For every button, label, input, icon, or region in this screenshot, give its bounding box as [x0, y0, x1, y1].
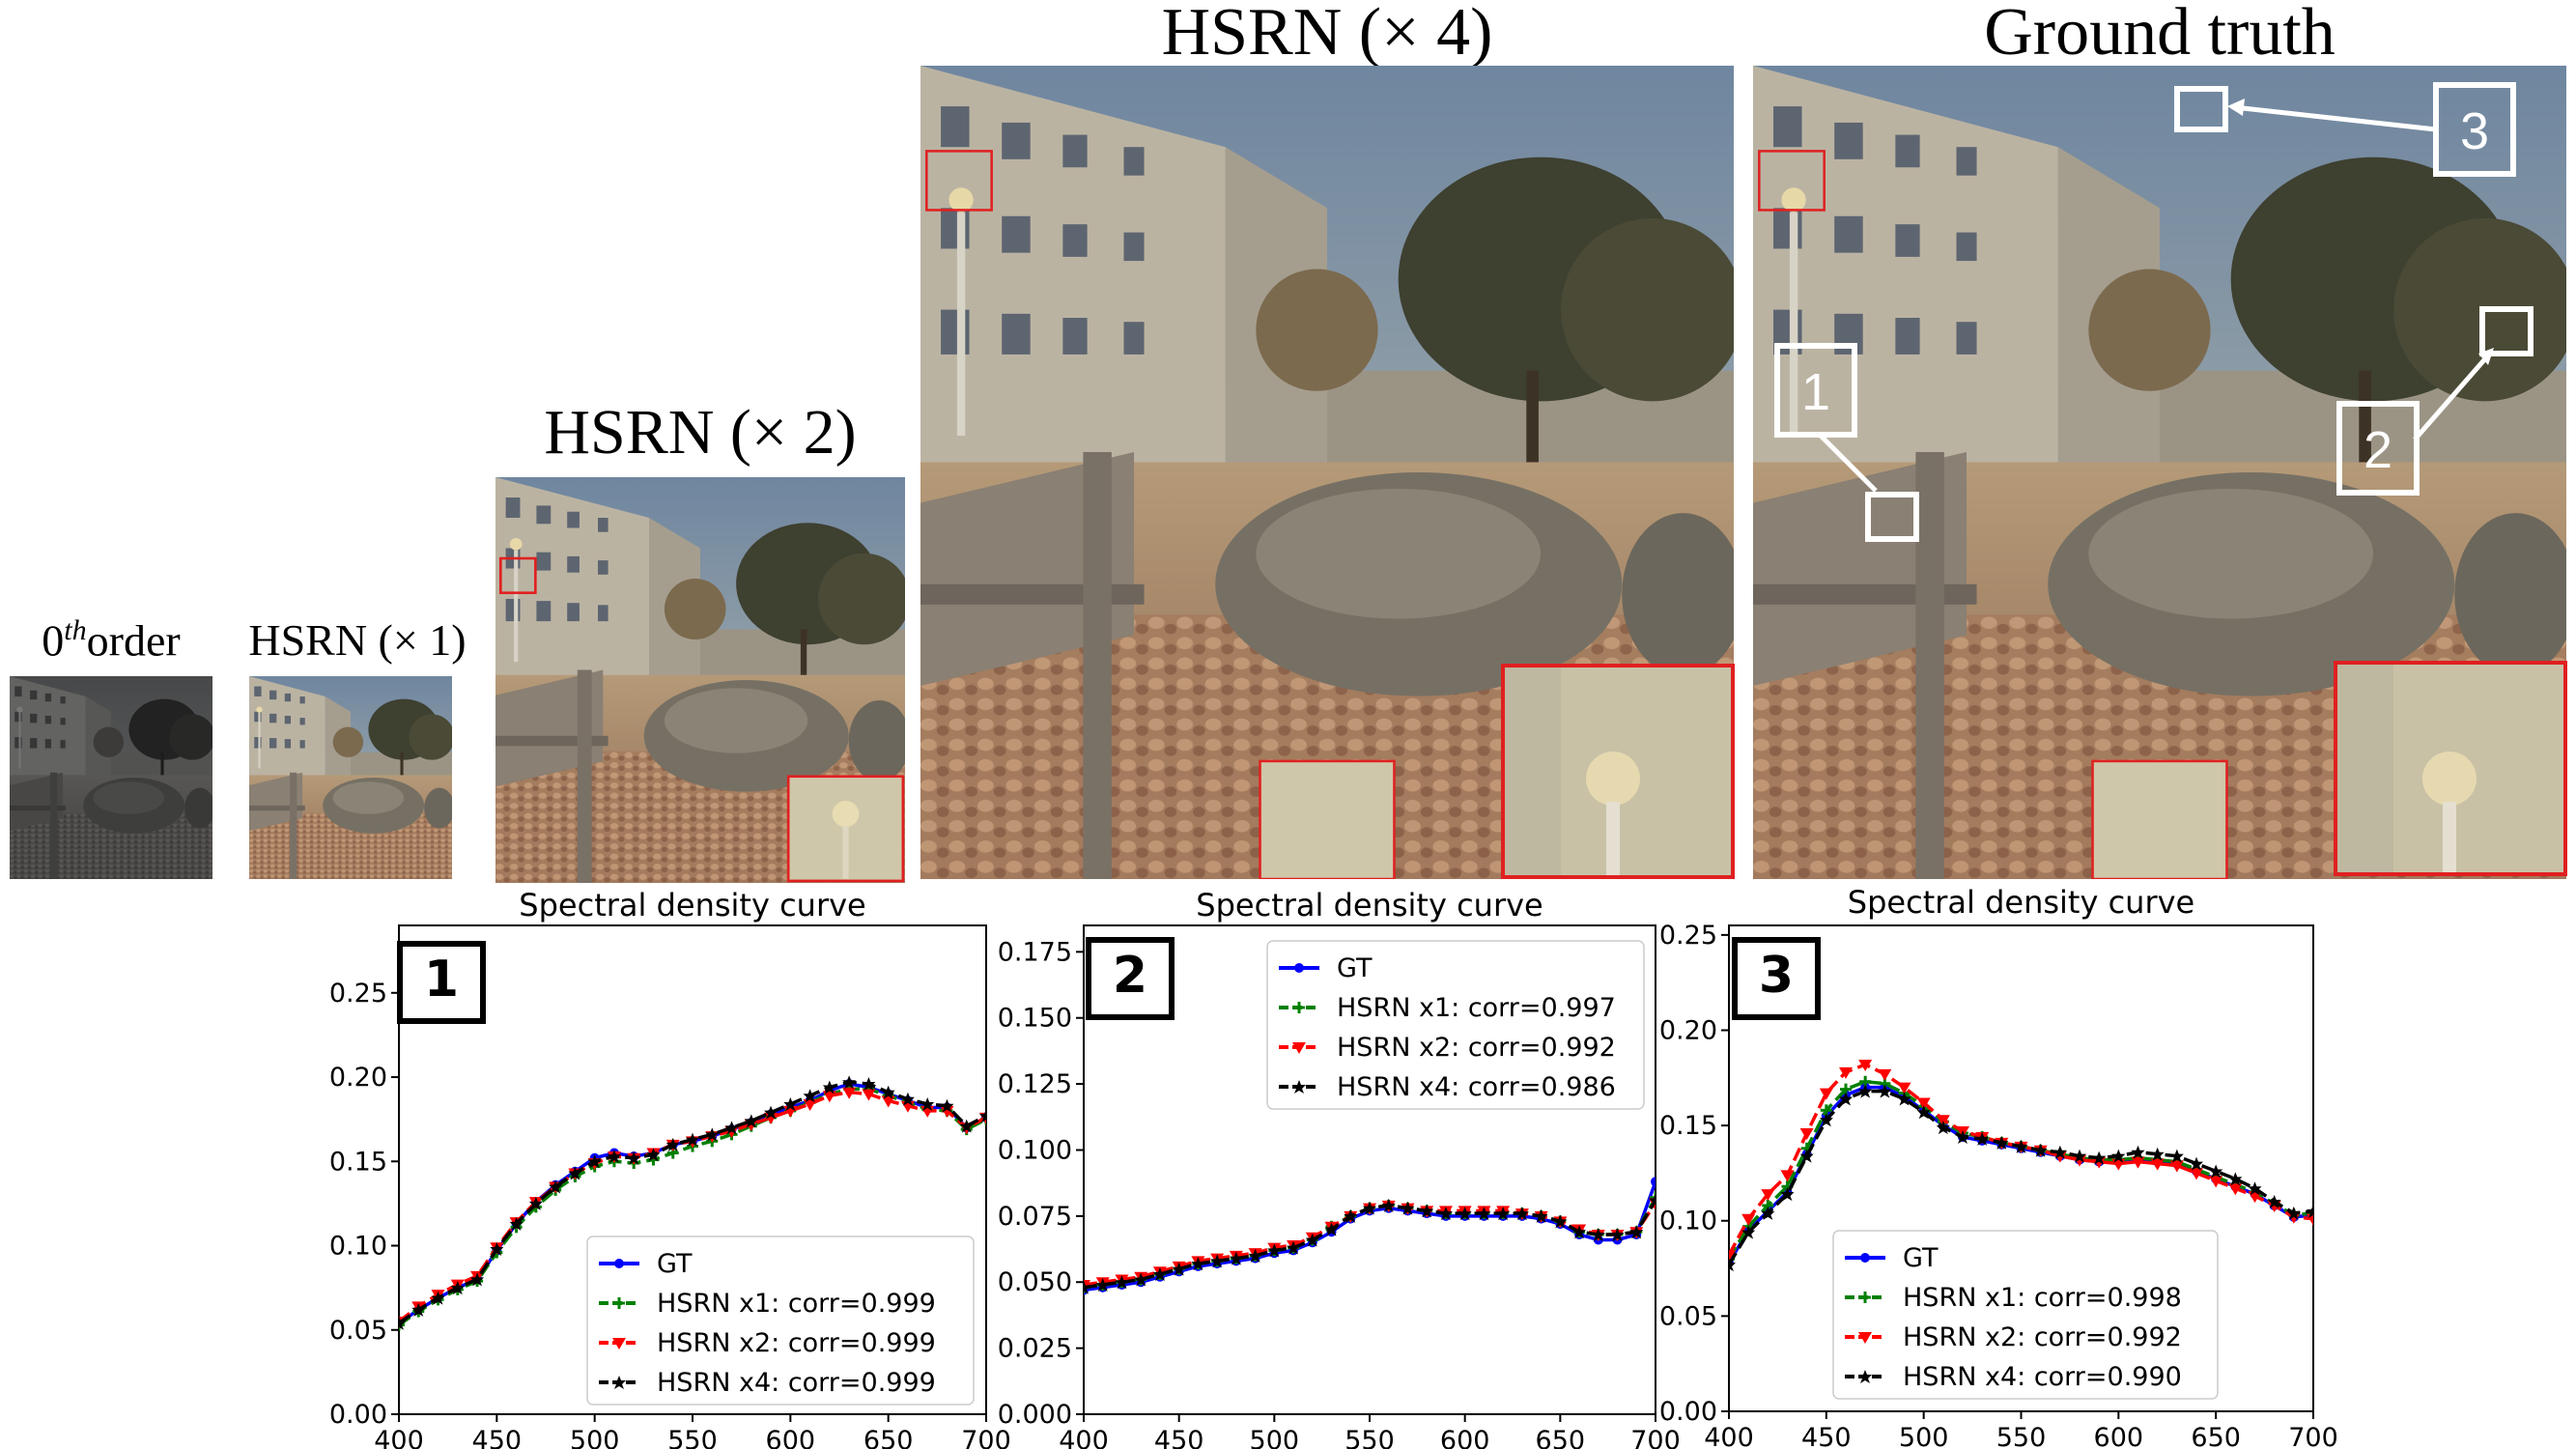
title-sub: order: [86, 615, 181, 666]
title-main: 0: [42, 615, 65, 666]
chart-3-title: Spectral density curve: [1847, 884, 2195, 921]
photo-hsrn-x2: [495, 477, 905, 883]
chart-1-title: Spectral density curve: [519, 887, 866, 923]
zoom-region-box: [498, 556, 537, 595]
panel-title-zeroth-order: 0thorder: [10, 614, 212, 666]
panel-title-hsrn-x4: HSRN (× 4): [1161, 0, 1493, 70]
chart-3-badge: 3: [1732, 937, 1821, 1020]
scene-image: [495, 477, 905, 883]
zoom-region-box: [925, 150, 993, 212]
callout-1: 1: [1774, 343, 1919, 542]
zoom-inset-ground-truth: [2334, 661, 2567, 876]
chart-2-badge: 2: [1086, 937, 1175, 1020]
callout-3-label: 3: [2460, 102, 2489, 160]
chart-1-badge: 1: [397, 941, 486, 1024]
callout-3: 3: [2174, 82, 2516, 177]
panel-title-hsrn-x2: HSRN (× 2): [544, 397, 857, 468]
panel-title-hsrn-x1: HSRN (× 1): [248, 615, 467, 665]
chart-2-title: Spectral density curve: [1196, 887, 1543, 923]
callout-2-label: 2: [2364, 421, 2392, 479]
title-sup: th: [64, 614, 87, 646]
zoom-region-box: [1758, 150, 1826, 212]
callout-2: 2: [2336, 306, 2534, 496]
photo-hsrn-x4: [920, 66, 1734, 879]
zoom-inset: [1259, 759, 1396, 879]
zoom-inset: [2091, 759, 2228, 879]
scene-image: [920, 66, 1734, 879]
panel-title-ground-truth: Ground truth: [1984, 0, 2335, 70]
zoom-inset-hsrn-x4: [1501, 664, 1735, 879]
photo-ground-truth: [1753, 66, 2566, 879]
callout-1-label: 1: [1801, 363, 1830, 421]
scene-image: [1753, 66, 2566, 879]
